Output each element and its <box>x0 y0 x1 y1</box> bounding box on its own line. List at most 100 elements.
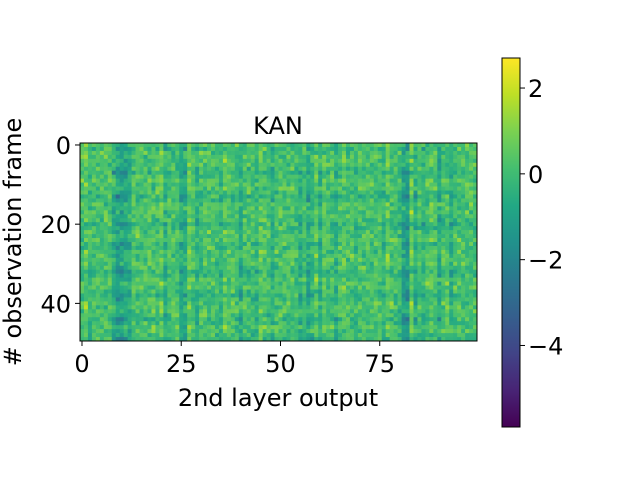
heatmap-cell <box>413 214 418 219</box>
heatmap-cell <box>286 242 291 247</box>
heatmap-cell <box>417 265 422 271</box>
heatmap-cell <box>83 313 89 318</box>
heatmap-cell <box>171 329 176 334</box>
heatmap-cell <box>441 190 446 195</box>
heatmap-cell <box>310 273 315 278</box>
heatmap-cell <box>226 226 232 231</box>
heatmap-cell <box>469 190 474 195</box>
heatmap-cell <box>171 273 176 278</box>
heatmap-cell <box>127 285 132 290</box>
heatmap-cell <box>207 325 212 330</box>
heatmap-cell <box>278 313 283 318</box>
heatmap-cell <box>183 285 188 290</box>
heatmap-cell <box>278 234 283 239</box>
heatmap-cell <box>211 273 216 278</box>
heatmap-cell <box>349 214 355 219</box>
heatmap-cell <box>238 226 244 231</box>
heatmap-cell <box>389 265 394 271</box>
heatmap-cell <box>353 273 359 278</box>
heatmap-cell <box>211 293 216 298</box>
heatmap-cell <box>373 162 379 168</box>
heatmap-cell <box>330 309 335 314</box>
heatmap-cell <box>135 234 140 239</box>
heatmap-cell <box>242 269 248 275</box>
heatmap-cell <box>469 194 474 199</box>
heatmap-cell <box>349 198 355 203</box>
heatmap-cell <box>369 230 375 235</box>
heatmap-cell <box>179 301 184 306</box>
heatmap-cell <box>369 158 375 164</box>
heatmap-cell <box>318 293 323 298</box>
heatmap-cell <box>87 281 93 286</box>
heatmap-cell <box>80 234 85 239</box>
heatmap-cell <box>143 301 148 306</box>
heatmap-cell <box>417 329 422 334</box>
heatmap-cell <box>302 158 307 164</box>
heatmap-cell <box>461 261 466 267</box>
heatmap-cell <box>417 325 422 330</box>
heatmap-cell <box>147 309 152 314</box>
heatmap-cell <box>302 143 307 148</box>
heatmap-cell <box>401 162 406 168</box>
heatmap-cell <box>203 265 208 271</box>
heatmap-cell <box>103 265 109 271</box>
heatmap-cell <box>425 277 430 282</box>
heatmap-cell <box>461 313 466 318</box>
heatmap-cell <box>111 143 117 148</box>
heatmap-cell <box>405 146 410 152</box>
heatmap-cell <box>103 273 109 278</box>
heatmap-cell <box>218 158 224 164</box>
heatmap-cell <box>338 186 343 191</box>
heatmap-cell <box>342 170 347 176</box>
heatmap-cell <box>222 301 228 306</box>
heatmap-cell <box>242 150 248 156</box>
heatmap-cell <box>262 269 267 275</box>
heatmap-cell <box>242 202 248 207</box>
heatmap-cell <box>115 265 121 271</box>
heatmap-cell <box>330 154 335 160</box>
heatmap-cell <box>179 150 184 156</box>
heatmap-cell <box>218 238 224 243</box>
heatmap-cell <box>429 234 434 239</box>
heatmap-cell <box>349 190 355 195</box>
heatmap-cell <box>91 245 97 251</box>
heatmap-cell <box>473 222 478 227</box>
heatmap-cell <box>393 329 398 334</box>
heatmap-cell <box>469 261 474 267</box>
heatmap-cell <box>83 182 89 187</box>
heatmap-cell <box>266 317 271 322</box>
heatmap-cell <box>250 210 256 215</box>
heatmap-cell <box>401 178 406 183</box>
heatmap-cell <box>218 222 224 227</box>
heatmap-cell <box>405 333 410 338</box>
heatmap-cell <box>195 150 200 156</box>
heatmap-cell <box>310 198 315 203</box>
heatmap-cell <box>445 337 450 342</box>
heatmap-cell <box>298 281 303 286</box>
heatmap-cell <box>437 269 442 275</box>
heatmap-cell <box>405 194 410 199</box>
heatmap-cell <box>318 222 323 227</box>
heatmap-cell <box>119 297 125 302</box>
heatmap-cell <box>258 321 263 326</box>
heatmap-cell <box>373 186 379 191</box>
heatmap-cell <box>413 154 418 160</box>
heatmap-cell <box>167 242 172 247</box>
heatmap-cell <box>385 198 391 203</box>
heatmap-cell <box>262 226 267 231</box>
heatmap-cell <box>369 238 375 243</box>
heatmap-cell <box>270 178 275 183</box>
heatmap-cell <box>326 170 331 176</box>
heatmap-cell <box>171 178 176 183</box>
heatmap-cell <box>397 154 402 160</box>
heatmap-cell <box>274 178 279 183</box>
heatmap-cell <box>345 265 351 271</box>
heatmap-cell <box>123 321 128 326</box>
heatmap-cell <box>445 325 450 330</box>
heatmap-cell <box>246 297 252 302</box>
heatmap-cell <box>449 305 454 310</box>
heatmap-cell <box>254 238 259 243</box>
heatmap-cell <box>111 158 117 164</box>
heatmap-cell <box>302 317 307 322</box>
heatmap-cell <box>326 238 331 243</box>
